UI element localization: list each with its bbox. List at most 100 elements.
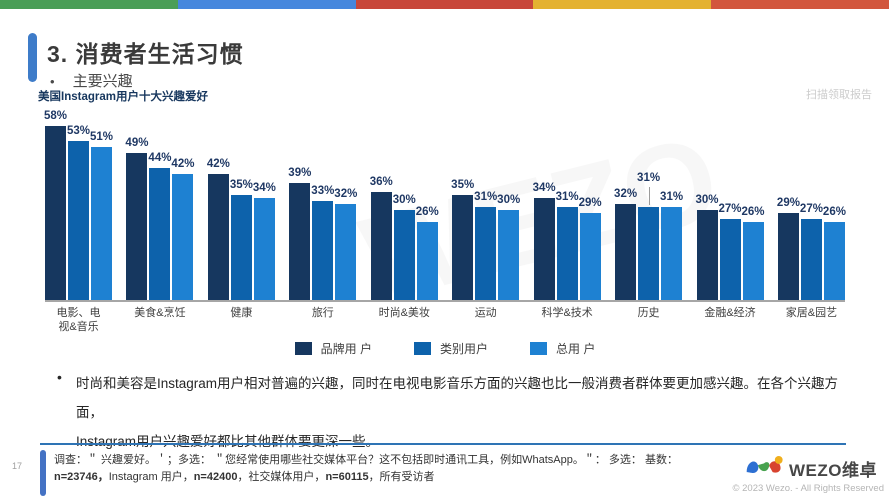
bar: 26% xyxy=(741,206,765,300)
footer-note-4: ，所有受访者 xyxy=(368,471,435,483)
bar: 30% xyxy=(695,194,719,300)
bar: 51% xyxy=(90,131,113,300)
bullet-dot: • xyxy=(50,74,55,89)
bar-chart: 58% 53% 51% 49% 44% 42% 42% 35% 34% 39% 33% 32% 36% 3… xyxy=(44,108,846,357)
bar: 29% xyxy=(579,197,602,300)
copyright: © 2023 Wezo. - All Rights Reserved xyxy=(732,483,884,494)
footer-note: 调查：＂ 兴趣爱好。＇；多选： ＂您经常使用哪些社交媒体平台？这不包括即时通讯工… xyxy=(54,452,704,486)
bar: 39% xyxy=(288,167,311,300)
category-label-1: 美食&烹饪 xyxy=(134,307,186,319)
bar-group-6: 34% 31% 29% xyxy=(533,182,602,300)
title-accent-bar xyxy=(28,33,37,82)
wezo-logo-icon xyxy=(744,453,784,484)
bar: 44% xyxy=(148,152,171,300)
bar: 35% xyxy=(230,179,253,300)
bar: 36% xyxy=(370,176,393,300)
bar-group-8: 30% 27% 26% xyxy=(695,194,765,300)
bar-group-4: 36% 30% 26% xyxy=(370,176,439,300)
footer-note-1: 调查：＂ 兴趣爱好。＇；多选： ＂您经常使用哪些社交媒体平台？这不包括即时通讯工… xyxy=(54,454,678,466)
bar-value-label: 39% xyxy=(288,167,312,179)
stripe-segment-0 xyxy=(0,0,178,9)
stripe-segment-3 xyxy=(533,0,712,9)
bar-value-label: 34% xyxy=(532,182,556,194)
footer-note-3: ，社交媒体用户， xyxy=(237,471,326,483)
category-label-7: 历史 xyxy=(637,307,660,319)
bar-value-label: 31% xyxy=(637,172,661,184)
bar: 35% xyxy=(451,179,474,300)
bar-group-5: 35% 31% 30% xyxy=(451,179,520,300)
category-label-6: 科学&技术 xyxy=(541,307,593,319)
footer-accent-bar xyxy=(40,450,46,496)
subtitle-label: 主要兴趣 xyxy=(72,73,133,90)
bar: 33% xyxy=(311,185,334,300)
stripe-segment-4 xyxy=(711,0,889,9)
bar: 34% xyxy=(533,182,556,300)
bar-value-label: 33% xyxy=(311,185,335,197)
bar-value-label: 58% xyxy=(43,110,68,122)
bar-group-0: 58% 53% 51% xyxy=(44,110,113,300)
body-text: 时尚和美容是Instagram用户相对普遍的兴趣，同时在电视电影音乐方面的兴趣也… xyxy=(76,376,839,449)
chart-title: 美国Instagram用户十大兴趣爱好 xyxy=(38,91,208,103)
bar-value-label: 29% xyxy=(578,197,602,209)
bar-value-label: 30% xyxy=(392,194,416,206)
bar-group-7: 32% 31% 31% xyxy=(614,172,683,300)
bar: 27% xyxy=(800,203,823,300)
bar-value-label: 53% xyxy=(66,125,91,137)
stripe-segment-1 xyxy=(177,0,356,9)
bar: 31% xyxy=(474,191,497,300)
scan-report-watermark: 扫描领取报告 xyxy=(806,89,872,101)
bar-value-label: 31% xyxy=(660,191,684,203)
bar: 53% xyxy=(67,125,90,300)
bar: 31% xyxy=(556,191,579,300)
bar: 30% xyxy=(497,194,520,300)
category-label-8: 金融&经济 xyxy=(704,307,756,319)
legend-label: 类别用户 xyxy=(439,342,488,356)
bar-value-label: 29% xyxy=(776,197,800,209)
bar-value-label: 34% xyxy=(252,182,276,194)
bar-value-label: 26% xyxy=(741,206,765,218)
bar-value-label: 51% xyxy=(89,131,114,143)
bar: 26% xyxy=(823,206,846,300)
bar: 31% xyxy=(660,191,683,300)
page-title: 3. 消费者生活习惯 xyxy=(47,41,244,67)
bar: 42% xyxy=(171,158,194,300)
category-label-0: 电影、电 视&音乐 xyxy=(56,307,101,333)
bar-value-label: 26% xyxy=(415,206,439,218)
bar: 29% xyxy=(777,197,800,300)
category-label-4: 时尚&美妆 xyxy=(378,307,430,319)
bar-value-label: 35% xyxy=(451,179,475,191)
bar-value-label: 32% xyxy=(334,188,358,200)
legend-label: 品牌用 户 xyxy=(320,342,372,356)
label-leader-line xyxy=(648,187,650,205)
page-number: 17 xyxy=(12,461,23,471)
bar: 32% xyxy=(334,188,357,300)
bar-value-label: 42% xyxy=(171,158,195,170)
bar-value-label: 30% xyxy=(695,194,719,206)
wezo-logo-text: WEZO维卓 xyxy=(789,461,877,480)
bar: 30% xyxy=(393,194,416,300)
footer-note-2: Instagram 用户， xyxy=(108,471,194,483)
chart-plot-area: 58% 53% 51% 49% 44% 42% 42% 35% 34% 39% 33% 32% 36% 3… xyxy=(44,108,846,302)
legend-item-1: 类别用户 xyxy=(413,340,488,357)
legend: 品牌用 户 类别用户 总用 户 xyxy=(45,340,845,357)
bar-group-2: 42% 35% 34% xyxy=(207,158,276,300)
category-label-9: 家居&园艺 xyxy=(785,307,838,319)
chart-category-axis: 电影、电 视&音乐 美食&烹饪 健康 旅行 时尚&美妆 运动 科学&技术 历史 金融&经济 家居&… xyxy=(45,306,845,334)
bar-value-label: 31% xyxy=(555,191,579,203)
bar-value-label: 42% xyxy=(206,158,230,170)
bar-value-label: 36% xyxy=(369,176,393,188)
legend-swatch xyxy=(413,342,431,355)
bar-value-label: 49% xyxy=(125,137,149,149)
bar-value-label: 27% xyxy=(718,203,742,215)
footer-divider xyxy=(40,443,846,445)
legend-item-2: 总用 户 xyxy=(530,340,595,357)
bar: 32% xyxy=(614,188,637,300)
body-bullet-dot: • xyxy=(57,369,62,385)
category-label-3: 旅行 xyxy=(311,307,334,319)
bar: 49% xyxy=(125,137,148,300)
legend-item-0: 品牌用 户 xyxy=(294,340,372,357)
bar-value-label: 32% xyxy=(614,188,638,200)
legend-swatch xyxy=(530,342,547,355)
bar-value-label: 31% xyxy=(474,191,498,203)
